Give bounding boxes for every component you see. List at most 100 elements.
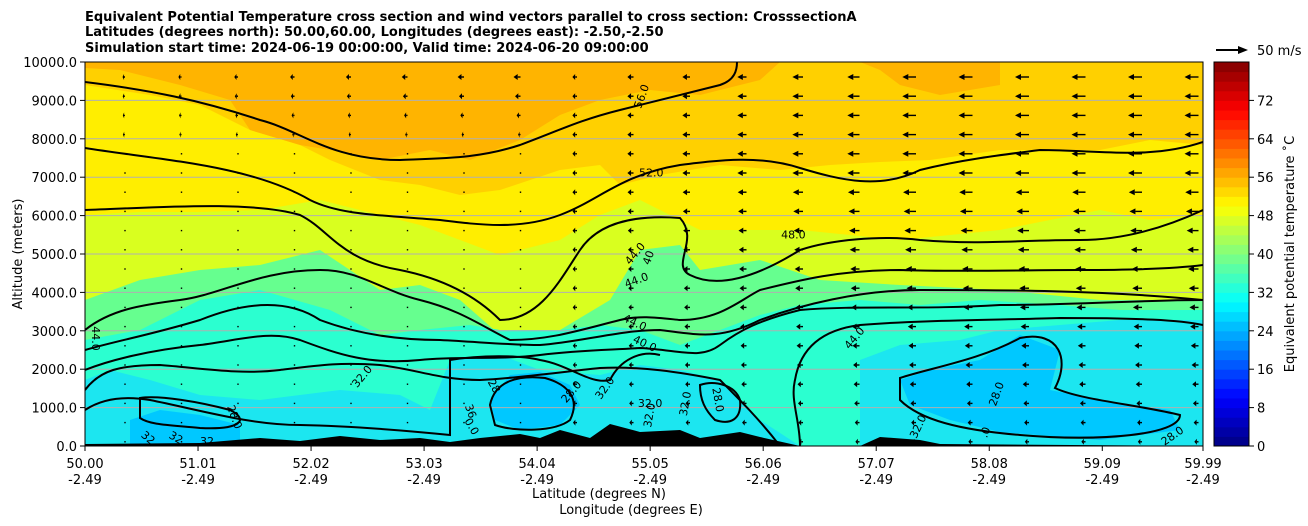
colorbar-swatch <box>1214 388 1249 399</box>
wind-vector <box>627 227 632 234</box>
wind-vector <box>350 383 352 385</box>
wind-vector <box>350 210 352 213</box>
wind-vector <box>293 441 296 443</box>
wind-vector <box>463 364 465 366</box>
wind-vector <box>739 285 744 292</box>
contour-label: 32.0 <box>677 390 694 416</box>
wind-vector <box>406 268 409 270</box>
x-tick-label-lon: -2.49 <box>181 473 215 488</box>
colorbar-swatch <box>1214 321 1249 332</box>
wind-vector <box>1137 438 1141 445</box>
wind-vector <box>290 74 293 80</box>
wind-vector <box>463 421 465 424</box>
colorbar-swatch <box>1214 186 1249 197</box>
wind-vector <box>572 93 576 100</box>
wind-vector <box>1132 304 1139 311</box>
colorbar-swatch <box>1214 292 1249 303</box>
wind-vector <box>402 93 406 100</box>
colorbar-swatch <box>1214 398 1249 409</box>
contour-label: .0 <box>978 425 994 439</box>
x-tick-label-lon: -2.49 <box>68 473 102 488</box>
wind-vector <box>237 172 239 174</box>
wind-vector <box>572 246 576 253</box>
wind-vector <box>290 93 294 100</box>
wind-vector <box>737 189 743 196</box>
wind-vector <box>180 345 183 347</box>
colorbar-swatch <box>1214 254 1249 265</box>
wind-vector <box>180 191 183 193</box>
wind-vector <box>237 153 239 155</box>
wind-vector <box>350 249 352 251</box>
wind-vector <box>737 131 743 138</box>
terrain <box>85 424 1203 446</box>
wind-vector <box>463 345 465 347</box>
wind-vector <box>1184 74 1191 80</box>
wind-vector <box>1129 208 1136 215</box>
wind-vector <box>742 438 745 445</box>
wind-vector <box>180 229 183 232</box>
wind-vector <box>629 381 632 388</box>
contour-36 <box>85 362 781 446</box>
contour-32a <box>85 352 661 437</box>
contour-32b <box>792 316 1203 446</box>
wind-vector <box>180 421 183 424</box>
wind-vector <box>1132 285 1139 292</box>
wind-vector <box>293 153 296 155</box>
wind-vector <box>1022 362 1027 368</box>
wind-vector <box>740 362 745 368</box>
wind-vector <box>1015 150 1021 157</box>
wind-vector <box>1130 227 1137 234</box>
colorbar-swatch <box>1214 138 1249 149</box>
y-tick-label: 0.0 <box>56 440 77 455</box>
wind-vector <box>739 266 744 272</box>
wind-vector <box>854 419 858 426</box>
wind-vector <box>350 421 352 424</box>
wind-vector <box>293 364 296 366</box>
contour-28a <box>139 396 242 430</box>
wind-vector <box>1071 150 1078 157</box>
wind-vector <box>962 266 969 272</box>
wind-vector <box>572 438 576 445</box>
field-band-28 <box>130 335 1180 446</box>
wind-vector <box>235 131 238 138</box>
colorbar-tick-label: 16 <box>1257 363 1274 378</box>
wind-vector <box>406 172 409 174</box>
wind-vector <box>458 93 462 100</box>
wind-vector <box>1190 323 1196 330</box>
wind-vector <box>683 246 688 253</box>
wind-vector <box>519 364 522 366</box>
wind-vector <box>855 438 858 445</box>
x-tick-label-lon: -2.49 <box>859 473 893 488</box>
colorbar-swatch <box>1214 378 1249 389</box>
wind-vector <box>1128 131 1134 138</box>
contour-40 <box>85 299 1203 371</box>
wind-vector <box>1020 323 1026 330</box>
wind-vector <box>401 74 406 80</box>
wind-vector <box>122 74 125 80</box>
wind-vector <box>628 285 632 292</box>
wind-vector <box>350 229 352 232</box>
wind-vector <box>903 189 910 196</box>
wind-vector <box>740 342 745 349</box>
wind-vector <box>406 421 409 424</box>
wind-vector <box>235 112 237 119</box>
wind-vector <box>1021 342 1026 349</box>
wind-vector <box>572 400 576 407</box>
wind-vector <box>572 342 576 349</box>
wind-vector <box>796 323 801 330</box>
wind-vector <box>682 170 687 176</box>
wind-vector <box>1015 189 1022 196</box>
colorbar-swatch <box>1214 311 1249 322</box>
wind-vector <box>237 383 239 385</box>
wind-vector <box>968 438 971 445</box>
x-tick-label-lat: 51.01 <box>179 457 216 472</box>
wind-vector <box>572 285 576 292</box>
wind-vector <box>515 93 519 100</box>
wind-vector <box>293 383 296 385</box>
wind-vector <box>234 93 237 100</box>
wind-vector <box>685 381 689 388</box>
wind-vector <box>406 249 409 251</box>
wind-vector <box>741 381 745 388</box>
wind-vector <box>1081 438 1084 445</box>
wind-vector <box>627 246 632 253</box>
